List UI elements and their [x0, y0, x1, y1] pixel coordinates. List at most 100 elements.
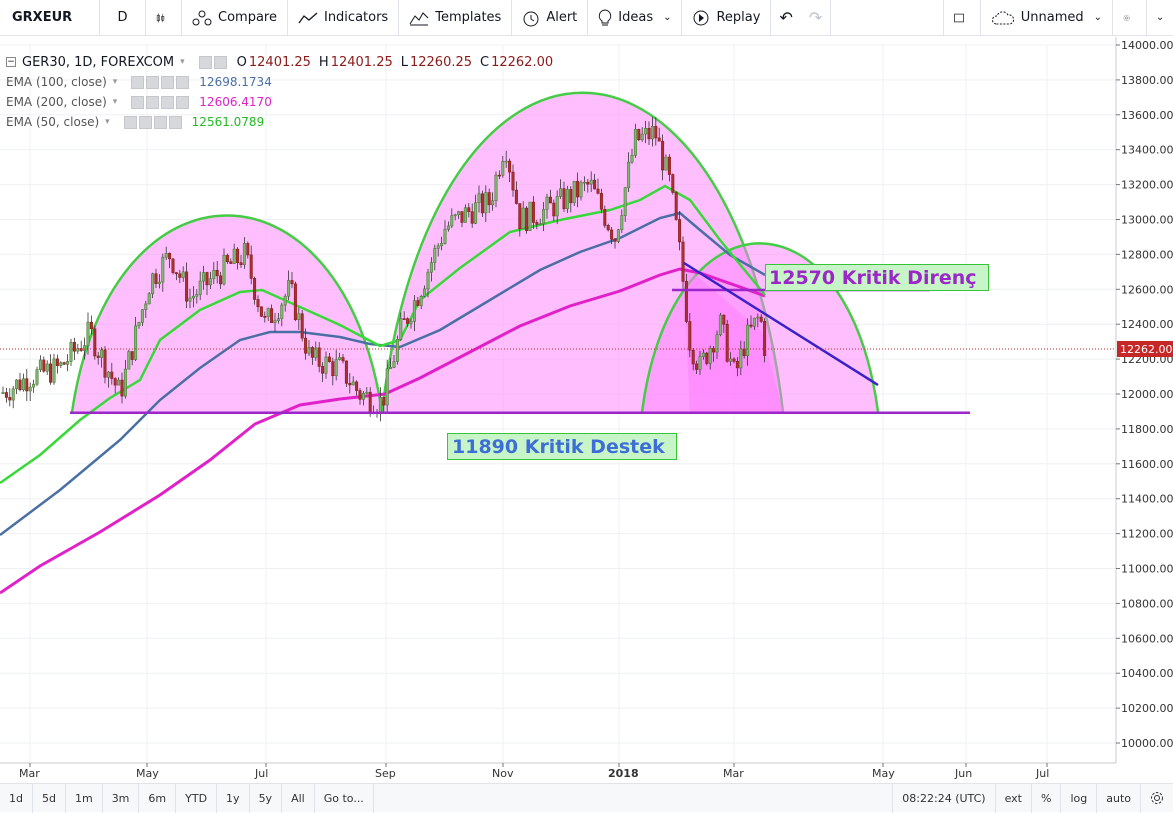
- candle-body: [79, 348, 83, 351]
- auto-toggle[interactable]: auto: [1097, 783, 1141, 813]
- indicator-name[interactable]: EMA (200, close): [6, 95, 107, 109]
- log-toggle[interactable]: log: [1061, 783, 1098, 813]
- range-5y[interactable]: 5y: [250, 783, 283, 813]
- candle-body: [419, 296, 423, 306]
- candle-body: [545, 196, 549, 210]
- range-all[interactable]: All: [282, 783, 315, 813]
- chart-area[interactable]: 14000.00 13800.00 13600.00 13400.00 13200.00…: [0, 37, 1173, 783]
- eye-icon[interactable]: [131, 75, 145, 89]
- percent-toggle[interactable]: %: [1032, 783, 1062, 813]
- range-ytd[interactable]: YTD: [176, 783, 218, 813]
- candle-body: [263, 316, 267, 318]
- interval-button[interactable]: D: [100, 0, 146, 36]
- candle-body: [154, 273, 158, 284]
- range-label: All: [291, 791, 305, 805]
- plus-icon[interactable]: [161, 95, 175, 109]
- range-1d[interactable]: 1d: [0, 783, 33, 813]
- eye-icon[interactable]: [123, 115, 137, 129]
- range-5d[interactable]: 5d: [33, 783, 66, 813]
- gear-icon[interactable]: [146, 95, 160, 109]
- indicators-button[interactable]: Indicators: [288, 0, 400, 36]
- ideas-button[interactable]: Ideas ⌄: [588, 0, 683, 36]
- compare-button[interactable]: Compare: [182, 0, 288, 36]
- candle-body: [572, 180, 576, 204]
- eye-icon[interactable]: [198, 55, 212, 69]
- symbol-search-button[interactable]: GRXEUR: [0, 0, 100, 36]
- candle-body: [185, 271, 189, 302]
- redo-button[interactable]: ↷: [801, 0, 832, 36]
- indicator-row-ema100[interactable]: EMA (100, close) ▾ 12698.1734: [6, 72, 561, 92]
- fullscreen-button[interactable]: [942, 0, 981, 36]
- candle-body: [127, 351, 131, 370]
- indicator-row-ema50[interactable]: EMA (50, close) ▾ 12561.0789: [6, 112, 561, 132]
- price-tick-label: 11800.00: [1121, 423, 1173, 436]
- indicator-row-ema200[interactable]: EMA (200, close) ▾ 12606.4170: [6, 92, 561, 112]
- chevron-down-icon[interactable]: ▾: [112, 77, 118, 87]
- chevron-down-icon[interactable]: ▾: [105, 117, 110, 127]
- candle-body: [242, 243, 246, 265]
- templates-button[interactable]: Templates: [399, 0, 513, 36]
- range-1m[interactable]: 1m: [66, 783, 103, 813]
- candle-body: [487, 192, 491, 206]
- undo-icon: ↶: [779, 8, 793, 27]
- candle-body: [701, 352, 705, 357]
- candle-body: [18, 379, 22, 391]
- range-6m[interactable]: 6m: [139, 783, 177, 813]
- candle-body: [409, 321, 413, 324]
- indicator-name[interactable]: EMA (50, close): [6, 115, 100, 129]
- support-annotation[interactable]: 11890 Kritik Destek: [447, 433, 677, 460]
- alert-button[interactable]: Alert: [512, 0, 589, 36]
- replay-button[interactable]: Replay: [682, 0, 772, 36]
- candle-body: [606, 225, 610, 231]
- plus-icon[interactable]: [153, 115, 167, 129]
- candle-body: [511, 171, 515, 191]
- candle-body: [739, 348, 743, 369]
- indicator-name[interactable]: EMA (100, close): [6, 75, 107, 89]
- candle-body: [188, 297, 192, 302]
- eye-icon[interactable]: [131, 95, 145, 109]
- templates-icon: [409, 11, 429, 25]
- left-shoulder-arc-outline: [70, 214, 384, 413]
- goto-button[interactable]: Go to...: [315, 783, 374, 813]
- candle-body: [531, 201, 535, 223]
- candle-body: [443, 229, 447, 244]
- candle-body: [450, 215, 454, 227]
- chevron-down-icon[interactable]: ▾: [180, 57, 185, 67]
- chart-canvas[interactable]: 14000.00 13800.00 13600.00 13400.00 13200.00…: [0, 37, 1173, 783]
- more-button[interactable]: ⌄: [1147, 0, 1173, 36]
- close-icon[interactable]: [176, 95, 190, 109]
- candle-body: [117, 379, 121, 386]
- candle-body: [100, 349, 104, 358]
- close-icon[interactable]: [176, 75, 190, 89]
- ext-toggle[interactable]: ext: [996, 783, 1032, 813]
- candle-body: [236, 248, 240, 263]
- resistance-annotation[interactable]: 12570 Kritik Direnç: [765, 264, 989, 291]
- range-label: YTD: [185, 791, 208, 805]
- chevron-down-icon: ⌄: [663, 12, 672, 23]
- candle-body: [576, 180, 580, 198]
- gear-icon[interactable]: [146, 75, 160, 89]
- plus-icon[interactable]: [161, 75, 175, 89]
- candle-body: [603, 209, 607, 226]
- range-1y[interactable]: 1y: [217, 783, 250, 813]
- scale-settings-button[interactable]: [1141, 784, 1173, 813]
- chart-style-button[interactable]: [146, 0, 182, 36]
- undo-button[interactable]: ↶: [771, 0, 800, 36]
- close-icon[interactable]: [168, 115, 182, 129]
- gear-icon[interactable]: [213, 55, 227, 69]
- candle-body: [161, 256, 165, 283]
- series-title[interactable]: GER30, 1D, FOREXCOM: [22, 54, 175, 70]
- clock-display[interactable]: 08:22:24 (UTC): [892, 783, 996, 813]
- chevron-down-icon[interactable]: ▾: [112, 97, 118, 107]
- triangle-fill: [683, 264, 783, 412]
- collapse-icon[interactable]: −: [6, 57, 16, 67]
- price-tick-label: 10600.00: [1121, 632, 1173, 645]
- candle-body: [463, 207, 467, 223]
- candle-body: [399, 318, 403, 340]
- candle-body: [89, 321, 93, 330]
- layout-button[interactable]: Unnamed ⌄: [981, 0, 1113, 36]
- candle-body: [334, 359, 338, 377]
- range-3m[interactable]: 3m: [103, 783, 140, 813]
- gear-icon[interactable]: [138, 115, 152, 129]
- settings-button[interactable]: [1113, 0, 1147, 36]
